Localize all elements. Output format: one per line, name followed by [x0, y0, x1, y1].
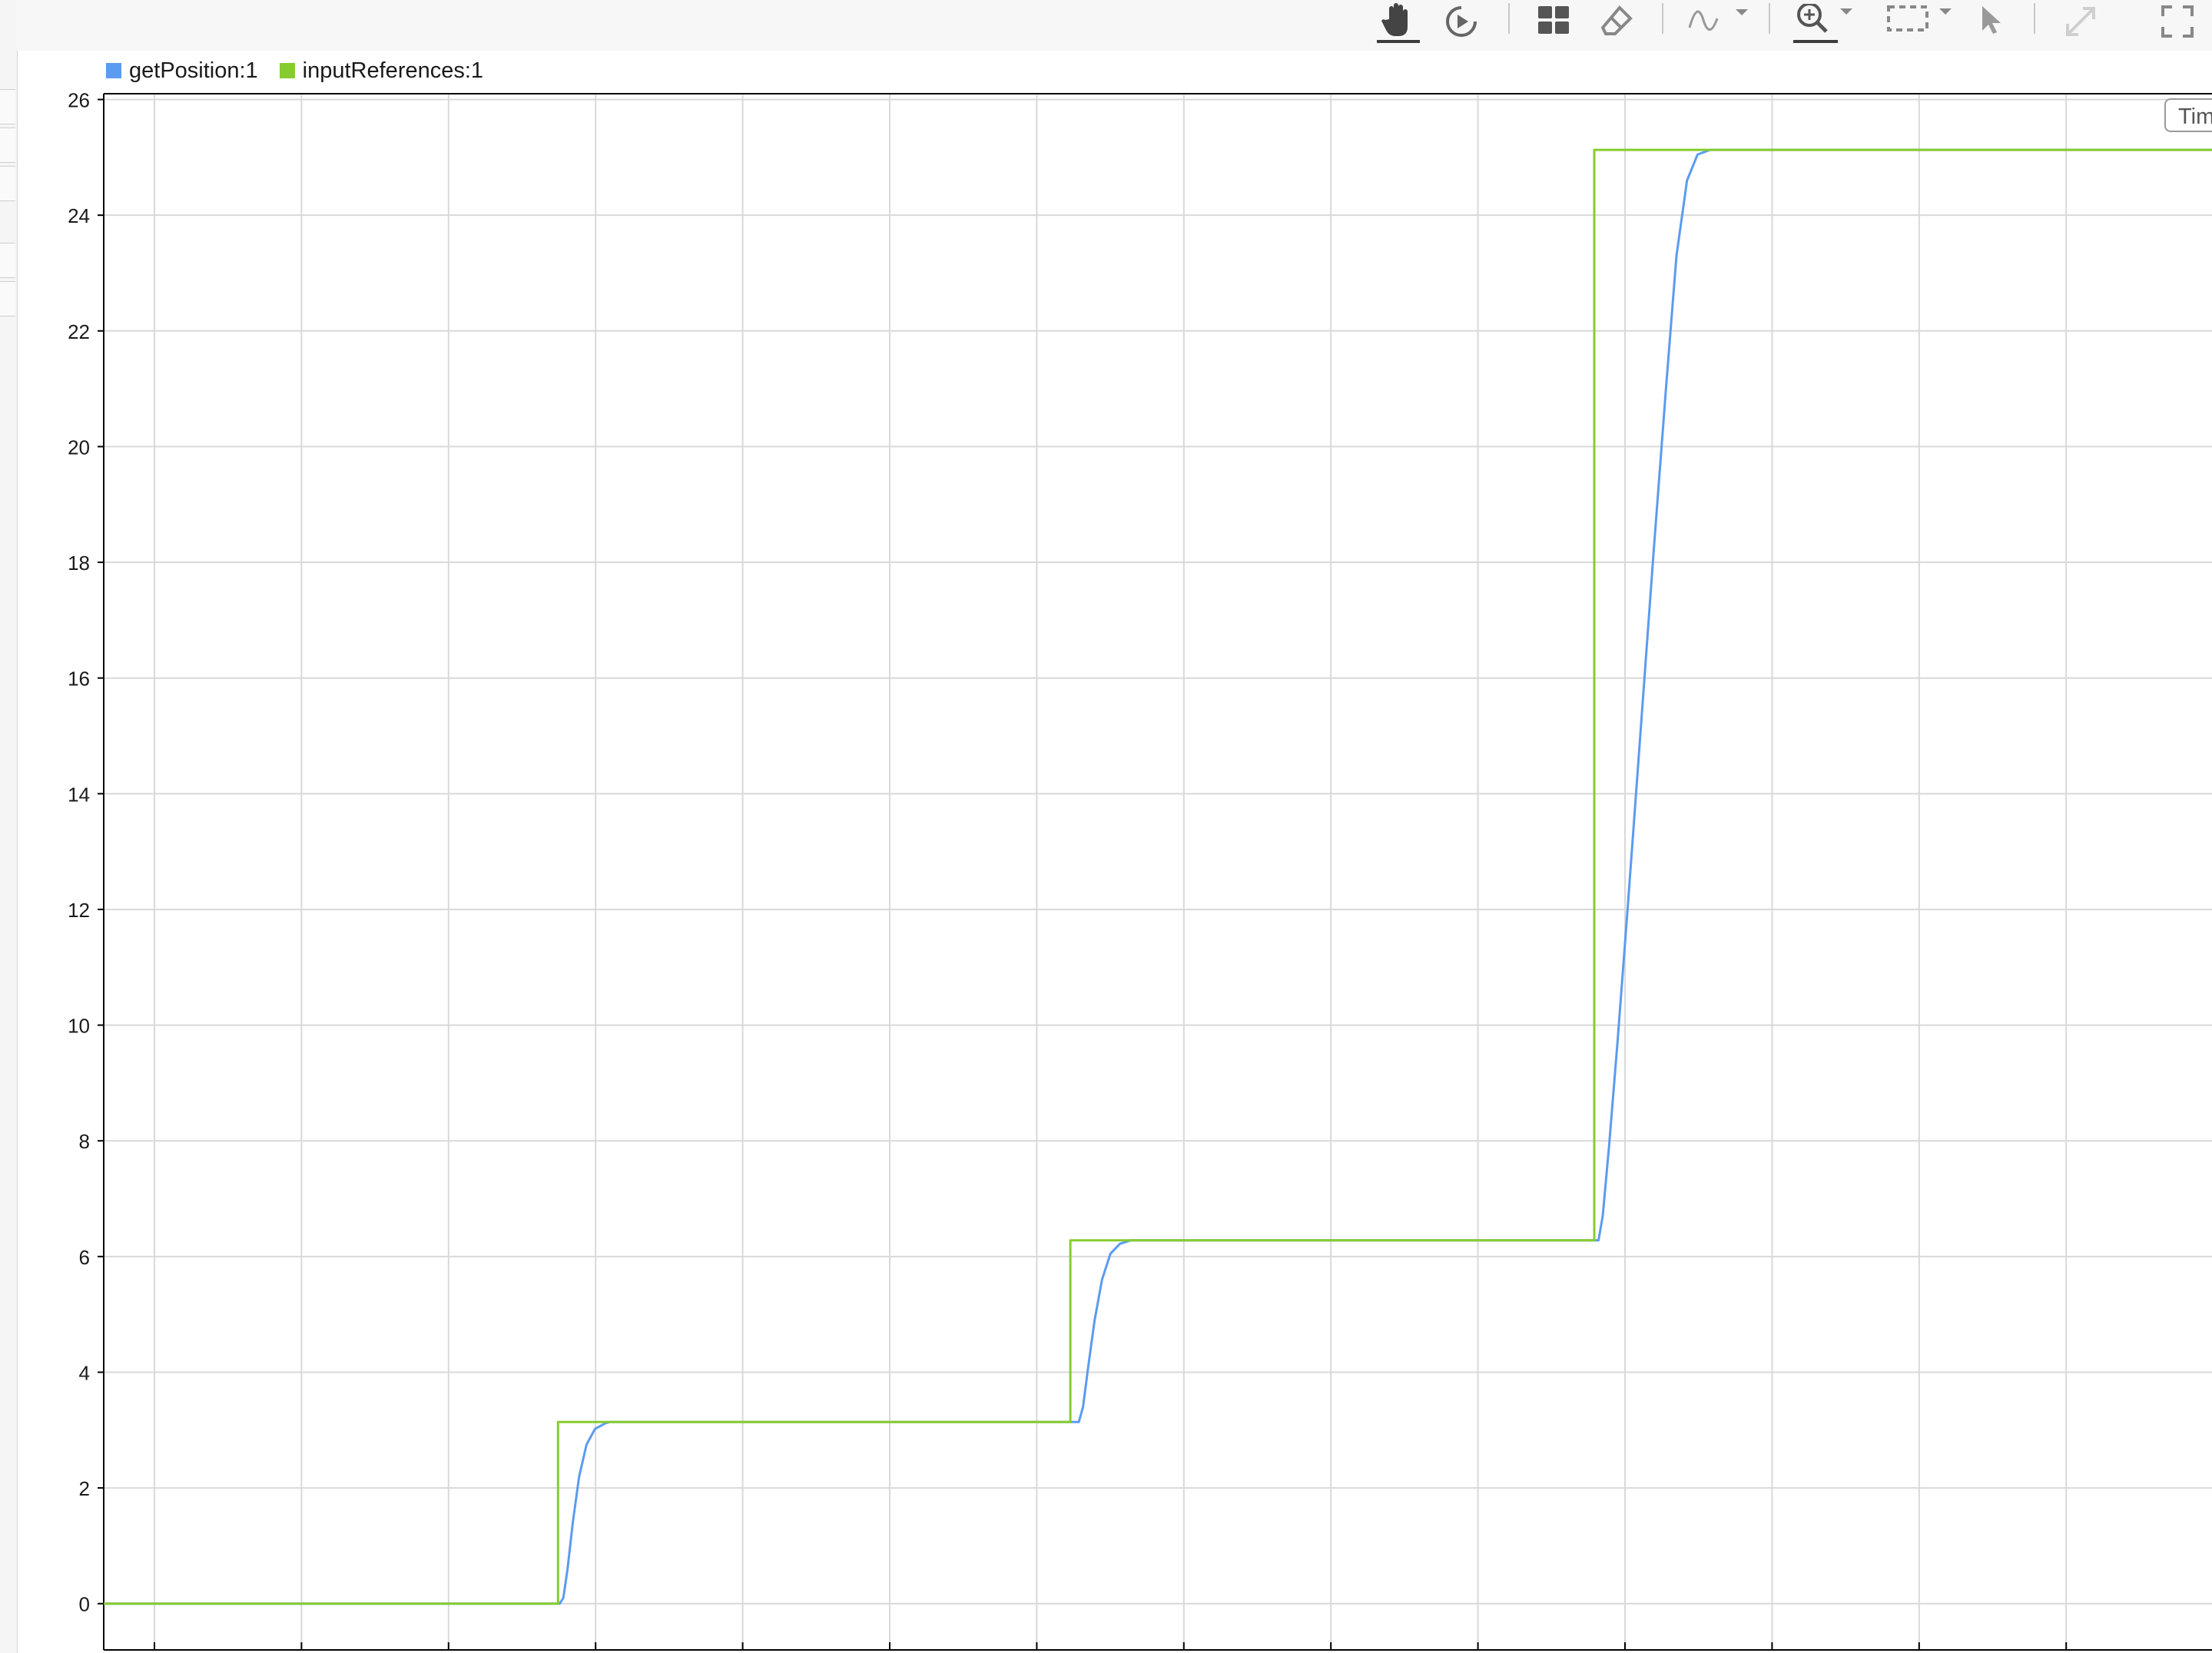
zoom-in-icon: [1794, 4, 1863, 39]
run-button[interactable]: [1438, 0, 1484, 43]
fullscreen-button[interactable]: [2154, 0, 2200, 43]
series-line-getposition: [104, 148, 2212, 1605]
legend-label-inputreferences: inputReferences:1: [302, 58, 484, 83]
left-panel-field[interactable]: [0, 243, 15, 278]
pan-active-indicator: [1377, 40, 1420, 43]
y-tick-label: 2: [79, 1477, 90, 1500]
y-tick-label: 10: [68, 1015, 90, 1038]
legend-swatch-inputreferences: [279, 63, 295, 78]
left-panel-field[interactable]: [0, 281, 15, 316]
toolbar-divider: [1508, 3, 1510, 34]
y-tick-label: 20: [68, 436, 90, 459]
toolbar-divider: [1662, 3, 1663, 34]
legend-label-getposition: getPosition:1: [129, 58, 258, 83]
signal-wave-icon: [1686, 5, 1751, 38]
eraser-icon: [1600, 5, 1633, 38]
toolbar-divider: [2034, 3, 2035, 34]
y-tick-label: 4: [79, 1361, 90, 1384]
legend-swatch-getposition: [106, 63, 121, 78]
zoom-in-button[interactable]: [1792, 0, 1865, 43]
y-tick-label: 18: [68, 552, 90, 575]
y-tick-label: 16: [68, 667, 90, 691]
y-tick-label: 24: [68, 204, 90, 227]
expand-diagonal-icon: [2063, 4, 2098, 39]
signal-menu-button[interactable]: [1684, 0, 1753, 43]
toolbar-divider: [1769, 3, 1770, 34]
left-panel-field[interactable]: [0, 89, 15, 124]
fit-to-view-button[interactable]: [1884, 0, 1961, 43]
y-tick-label: 12: [68, 899, 90, 922]
chart-legend: getPosition:1 inputReferences:1: [106, 57, 483, 84]
left-panel-field[interactable]: [0, 166, 15, 201]
left-panel-strip: [0, 0, 18, 1653]
fullscreen-icon: [2160, 4, 2195, 39]
y-tick-label: 22: [68, 320, 90, 343]
pan-hand-icon: [1381, 2, 1415, 41]
select-button[interactable]: [1968, 0, 2011, 43]
layout-button[interactable]: [1532, 0, 1575, 43]
zoom-active-indicator: [1793, 40, 1838, 43]
series-line-inputreferences: [104, 148, 2212, 1605]
clear-button[interactable]: [1595, 0, 1638, 43]
y-tick-label: 6: [79, 1246, 90, 1269]
legend-item-getposition[interactable]: getPosition:1: [106, 58, 258, 84]
y-tick-label: 0: [79, 1593, 90, 1616]
layout-grid-icon: [1537, 5, 1570, 38]
cursor-arrow-icon: [1975, 5, 2005, 38]
fit-to-view-icon: [1885, 4, 1959, 39]
legend-item-inputreferences[interactable]: inputReferences:1: [279, 58, 484, 84]
y-tick-label: 8: [79, 1130, 90, 1153]
y-tick-label: 14: [68, 783, 90, 806]
left-panel-field[interactable]: [0, 128, 15, 163]
toolbar: [17, 0, 2212, 51]
time-span-button[interactable]: Tim: [2164, 98, 2212, 132]
undock-button[interactable]: [2058, 0, 2104, 43]
y-tick-label: 26: [68, 89, 90, 112]
play-circle-icon: [1443, 3, 1480, 40]
pan-button[interactable]: [1375, 0, 1421, 43]
